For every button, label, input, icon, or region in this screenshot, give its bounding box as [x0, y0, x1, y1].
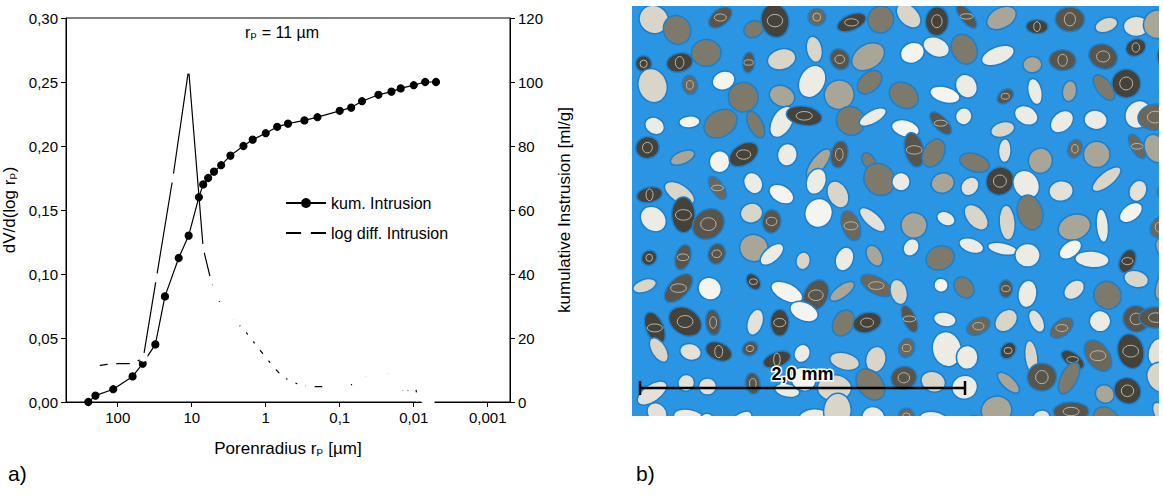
svg-text:0,00: 0,00: [29, 394, 58, 411]
svg-text:Porenradius rₚ [µm]: Porenradius rₚ [µm]: [214, 439, 361, 458]
svg-text:100: 100: [105, 409, 130, 426]
svg-text:0: 0: [518, 394, 526, 411]
svg-text:rₚ = 11 µm: rₚ = 11 µm: [245, 24, 319, 41]
svg-text:1: 1: [262, 409, 270, 426]
svg-text:kum. Intrusion: kum. Intrusion: [331, 195, 431, 212]
svg-text:10: 10: [183, 409, 200, 426]
svg-text:2,0 mm: 2,0 mm: [771, 364, 833, 384]
html-text:a): a): [8, 462, 27, 485]
svg-text:0,10: 0,10: [29, 266, 58, 283]
svg-text:20: 20: [518, 330, 535, 347]
svg-text:80: 80: [518, 138, 535, 155]
svg-text:0,01: 0,01: [399, 409, 428, 426]
svg-text:kumulative Instrusion [ml/g]: kumulative Instrusion [ml/g]: [555, 107, 574, 313]
svg-text:0,15: 0,15: [29, 202, 58, 219]
svg-text:0,30: 0,30: [29, 10, 58, 27]
svg-text:120: 120: [518, 10, 543, 27]
svg-text:0,1: 0,1: [329, 409, 350, 426]
svg-text:0,001: 0,001: [469, 409, 507, 426]
svg-text:0,25: 0,25: [29, 74, 58, 91]
svg-text:60: 60: [518, 202, 535, 219]
svg-text:100: 100: [518, 74, 543, 91]
svg-text:0,05: 0,05: [29, 330, 58, 347]
svg-text:0,20: 0,20: [29, 138, 58, 155]
html-text:b): b): [636, 462, 655, 485]
svg-text:log diff. Intrusion: log diff. Intrusion: [331, 225, 448, 242]
svg-text:dV/d(log rₚ): dV/d(log rₚ): [0, 167, 19, 254]
svg-text:40: 40: [518, 266, 535, 283]
